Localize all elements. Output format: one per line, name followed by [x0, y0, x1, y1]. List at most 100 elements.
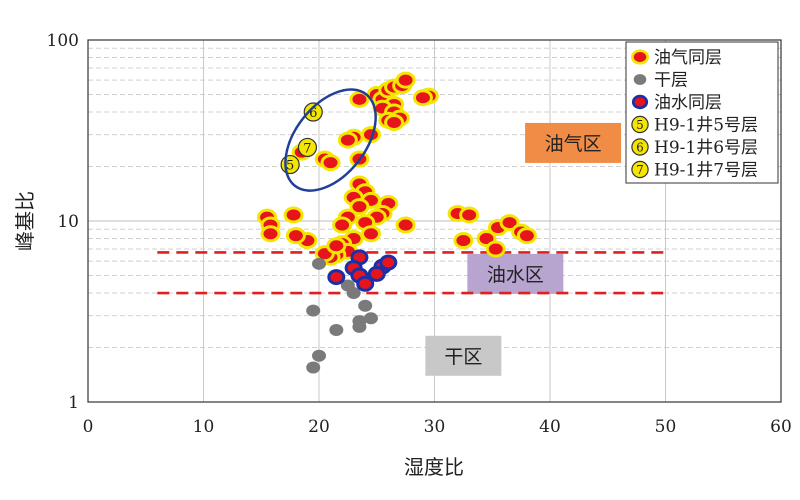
x-axis-label: 湿度比: [404, 455, 464, 479]
well-marker: [631, 115, 649, 134]
legend-box: [625, 41, 779, 184]
legend-label: 油水同层: [654, 93, 722, 113]
threshold-lines: [157, 251, 666, 295]
legend-marker: 6: [631, 138, 649, 156]
x-tick-label: 30: [424, 417, 446, 437]
y-tick-label: 10: [57, 212, 79, 232]
oil-gas-marker: [412, 89, 433, 107]
legend-label: H9-1井5号层: [654, 116, 758, 136]
data-point: [453, 232, 474, 250]
oil-water-marker: [631, 94, 649, 110]
data-point: [346, 287, 361, 300]
oil-gas-marker: [326, 237, 347, 255]
data-point: [312, 257, 326, 270]
data-point: [395, 71, 416, 89]
legend-marker: [630, 49, 649, 65]
plot-frame: [87, 39, 782, 403]
oil-gas-marker: [459, 206, 480, 224]
data-point: [320, 154, 341, 172]
region-box: [467, 253, 564, 294]
data-point: [360, 225, 381, 243]
data-point: [337, 131, 358, 149]
dry-marker: [633, 74, 647, 85]
dry-marker: [312, 257, 326, 270]
y-tick-label: 1: [68, 393, 79, 413]
well-marker: [631, 160, 649, 179]
legend-marker: 5: [631, 115, 649, 134]
dry-marker: [363, 312, 378, 325]
dry-marker: [358, 299, 373, 312]
data-point: [349, 198, 370, 216]
dry-marker: [306, 304, 321, 317]
region-box: [425, 335, 502, 376]
well-marker-number: 7: [303, 141, 311, 156]
highlight-ellipse: [284, 88, 377, 192]
well-marker-number: 5: [636, 118, 643, 132]
data-point: [358, 299, 373, 312]
data-point: [499, 214, 520, 232]
data-point: [352, 320, 367, 333]
data-point: [379, 254, 398, 271]
oil-gas-marker: [499, 214, 520, 232]
data-point: [395, 216, 416, 234]
well-marker-number: 6: [309, 106, 317, 121]
highlight-ellipse-shape: [284, 88, 377, 192]
data-point: [260, 225, 281, 243]
legend-label: H9-1井7号层: [654, 161, 758, 181]
x-tick-label: 50: [655, 417, 677, 437]
well-marker-number: 6: [636, 141, 643, 155]
data-point: [285, 227, 306, 245]
oil-gas-marker: [320, 154, 341, 172]
dry-marker: [306, 361, 321, 374]
dry-marker: [312, 349, 326, 362]
x-tick-label: 0: [83, 417, 94, 437]
x-tick-label: 20: [308, 417, 330, 437]
legend-label: H9-1井6号层: [654, 138, 758, 158]
well-marker: [631, 138, 649, 156]
data-point: [283, 206, 304, 224]
y-axis-label: 峰基比: [13, 191, 37, 251]
data-point: [363, 312, 378, 325]
data-point: [516, 227, 537, 245]
data-point: [306, 361, 321, 374]
data-point: [384, 114, 405, 132]
x-tick-label: 60: [770, 417, 792, 437]
x-tick-label: 40: [539, 417, 561, 437]
oil-gas-marker: [283, 206, 304, 224]
oil-gas-marker: [395, 216, 416, 234]
oil-water-marker: [379, 254, 398, 271]
well-marker: [303, 102, 323, 122]
oil-gas-marker: [485, 240, 506, 258]
dry-marker: [352, 320, 367, 333]
dry-marker: [346, 287, 361, 300]
region-label: 干区: [444, 346, 482, 368]
well-marker: [297, 137, 318, 158]
oil-gas-marker: [395, 71, 416, 89]
data-points: 5 6 7: [257, 71, 537, 374]
data-point: [326, 237, 347, 255]
data-point: [367, 265, 386, 282]
data-point: [306, 304, 321, 317]
data-point: [312, 349, 326, 362]
oil-water-marker: [367, 265, 386, 282]
oil-gas-marker: [384, 114, 405, 132]
legend-label: 油气同层: [654, 48, 722, 68]
legend-marker: [631, 94, 649, 110]
oil-gas-marker: [337, 131, 358, 149]
data-point: 6: [303, 102, 323, 122]
legend-label: 干层: [654, 71, 688, 91]
data-point: [412, 89, 433, 107]
oil-gas-marker: [360, 225, 381, 243]
legend-marker: [633, 74, 647, 85]
y-tick-label: 100: [47, 31, 79, 51]
dry-marker: [329, 323, 344, 336]
oil-gas-marker: [349, 90, 370, 108]
well-marker-number: 5: [286, 159, 294, 174]
data-point: [327, 269, 346, 286]
oil-water-marker: [327, 269, 346, 286]
oil-gas-marker: [349, 198, 370, 216]
region-label: 油气区: [545, 133, 602, 155]
